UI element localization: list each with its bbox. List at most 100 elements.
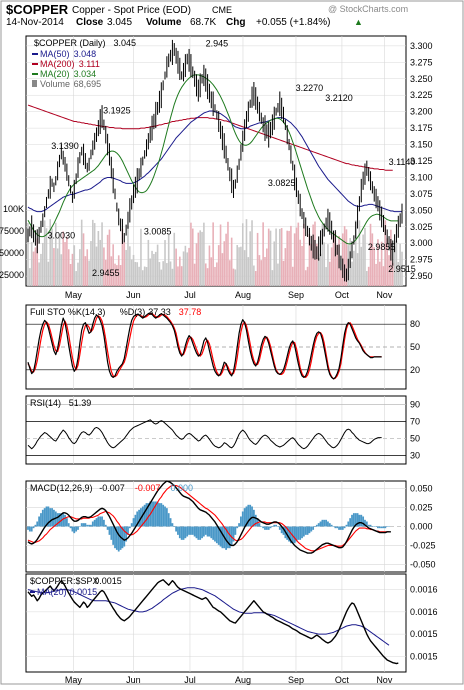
macd-histogram-bar xyxy=(93,519,96,527)
macd-histogram-bar xyxy=(32,526,35,529)
macd-histogram-bar xyxy=(206,526,209,537)
volume-bar xyxy=(49,219,52,286)
macd-histogram-bar xyxy=(169,518,172,527)
price-y-tick-13: 2.975 xyxy=(410,255,433,265)
macd-histogram-bar xyxy=(47,506,50,527)
volume-bar xyxy=(369,223,372,286)
volume-bar xyxy=(29,268,31,286)
volume-bar xyxy=(216,262,218,286)
volume-bar xyxy=(138,266,140,286)
macd-histogram-bar xyxy=(265,526,268,530)
macd-histogram-bar xyxy=(232,526,235,542)
volume-bar xyxy=(145,267,148,286)
volume-bar xyxy=(193,263,196,286)
macd-histogram-bar xyxy=(234,526,237,535)
volume-tick-0: 100K xyxy=(3,204,24,214)
volume-bar xyxy=(34,247,37,286)
macd-histogram-bar xyxy=(119,526,122,550)
volume-bar xyxy=(160,269,163,286)
macd-histogram-bar xyxy=(56,513,59,527)
macd-histogram-bar xyxy=(69,526,72,529)
rsi-panel-frame xyxy=(25,395,407,465)
volume-bar xyxy=(232,268,235,286)
price-y-tick-2: 3.250 xyxy=(410,74,433,84)
volume-bar xyxy=(162,261,164,286)
macd-histogram-bar xyxy=(191,526,194,535)
volume-bar xyxy=(234,269,237,286)
volume-bar xyxy=(214,266,216,286)
macd-histogram-bar xyxy=(154,501,157,527)
volume-bar xyxy=(236,245,239,286)
volume-bar xyxy=(199,230,201,286)
macd-histogram-bar xyxy=(123,526,126,547)
price-legend-value-2: 3.111 xyxy=(79,59,100,69)
ratio-y-tick-2: 0.0015 xyxy=(410,629,438,639)
macd-histogram-bar xyxy=(88,524,90,527)
macd-histogram-bar xyxy=(73,526,76,534)
macd-histogram-bar xyxy=(178,526,181,539)
macd-histogram-bar xyxy=(160,503,163,527)
macd-histogram-bar xyxy=(136,511,139,527)
price-legend-label-3: MA(20) xyxy=(40,69,70,79)
symbol-description: Copper - Spot Price (EOD) xyxy=(72,5,191,16)
macd-histogram-bar xyxy=(195,526,198,539)
volume-bar xyxy=(230,237,233,286)
macd-histogram-bar xyxy=(71,526,74,532)
volume-bar xyxy=(310,243,313,286)
volume-bar xyxy=(323,242,326,286)
volume-bar xyxy=(332,233,335,286)
volume-bar xyxy=(260,260,263,286)
volume-bar xyxy=(284,248,287,286)
macd-histogram-bar xyxy=(330,524,333,527)
volume-bar xyxy=(279,228,281,286)
volume-bar xyxy=(262,222,264,286)
macd-y-tick-3: -0.025 xyxy=(410,540,436,550)
volume-bar xyxy=(238,247,240,286)
price-legend-value-3: 3.034 xyxy=(74,69,97,79)
volume-bar xyxy=(127,225,129,286)
volume-bar xyxy=(47,261,50,286)
macd-histogram-bar xyxy=(358,514,361,527)
volume-value: 68.7K xyxy=(190,17,216,28)
volume-bar xyxy=(334,232,337,286)
volume-bar xyxy=(401,251,403,286)
month-label-1: Jun xyxy=(126,290,141,300)
bottom-month-label-0: May xyxy=(65,675,83,685)
volume-bar xyxy=(336,244,338,286)
volume-bar xyxy=(391,262,394,286)
volume-bar xyxy=(51,228,53,286)
macd-histogram-bar xyxy=(125,526,128,542)
month-label-4: Sep xyxy=(288,290,304,300)
macd-histogram-bar xyxy=(112,526,115,545)
macd-histogram-bar xyxy=(158,503,161,527)
bottom-month-label-1: Jun xyxy=(126,675,141,685)
volume-label: Volume xyxy=(146,17,182,28)
macd-histogram-bar xyxy=(360,514,363,527)
macd-histogram-bar xyxy=(230,526,233,545)
volume-bar xyxy=(204,263,207,286)
symbol-title: $COPPER xyxy=(6,2,69,17)
volume-bar xyxy=(56,248,59,286)
volume-bar xyxy=(151,250,153,286)
macd-legend-value-0: -0.007 xyxy=(99,483,125,493)
macd-histogram-bar xyxy=(147,503,150,527)
macd-histogram-bar xyxy=(151,501,153,527)
macd-histogram-bar xyxy=(41,509,44,527)
macd-histogram-bar xyxy=(247,504,250,527)
macd-y-tick-1: 0.025 xyxy=(410,503,433,513)
macd-histogram-bar xyxy=(345,524,348,527)
macd-histogram-bar xyxy=(278,526,281,530)
ratio-legend-value-1: 0.0015 xyxy=(70,587,98,597)
price-annotation-11: 3.1140 xyxy=(389,157,416,167)
macd-histogram-bar xyxy=(227,526,229,549)
watermark: @ StockCharts.com xyxy=(328,4,408,14)
macd-histogram-bar xyxy=(382,526,385,529)
price-y-tick-8: 3.100 xyxy=(410,172,433,182)
macd-histogram-bar xyxy=(197,526,200,540)
volume-bar xyxy=(375,263,377,286)
macd-histogram-bar xyxy=(43,508,46,527)
macd-histogram-bar xyxy=(351,514,353,527)
ratio-y-tick-0: 0.0016 xyxy=(410,585,438,595)
volume-bar xyxy=(66,236,68,286)
